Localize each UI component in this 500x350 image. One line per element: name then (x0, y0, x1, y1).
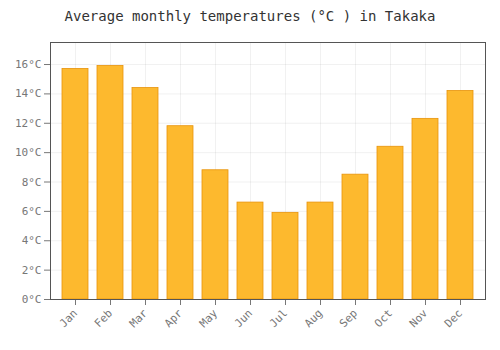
svg-text:12°C: 12°C (15, 117, 42, 130)
svg-text:May: May (197, 306, 221, 330)
svg-text:Nov: Nov (407, 306, 431, 330)
svg-text:0°C: 0°C (22, 293, 42, 306)
svg-text:Dec: Dec (442, 307, 465, 330)
svg-text:6°C: 6°C (22, 205, 42, 218)
svg-text:Mar: Mar (127, 306, 151, 330)
svg-text:Jan: Jan (57, 307, 80, 330)
svg-text:10°C: 10°C (15, 146, 42, 159)
svg-text:Oct: Oct (372, 307, 395, 330)
svg-text:2°C: 2°C (22, 264, 42, 277)
svg-text:16°C: 16°C (15, 58, 42, 71)
svg-text:Jun: Jun (232, 307, 255, 330)
svg-text:Aug: Aug (302, 307, 325, 330)
svg-text:14°C: 14°C (15, 87, 42, 100)
svg-text:8°C: 8°C (22, 176, 42, 189)
svg-text:4°C: 4°C (22, 234, 42, 247)
svg-text:Feb: Feb (92, 307, 115, 330)
svg-text:Sep: Sep (337, 307, 360, 330)
svg-text:Apr: Apr (162, 306, 186, 330)
html-text:Average monthly temperatures (: Average monthly temperatures (°C ) in Ta… (64, 8, 436, 24)
svg-text:Jul: Jul (267, 307, 290, 330)
